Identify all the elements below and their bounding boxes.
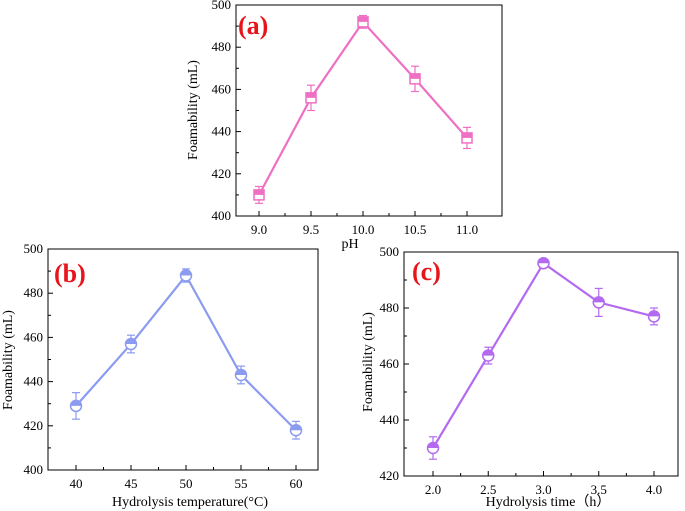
axes-a: 400 420 440 460 480 500 9.0 9.5 10.0 10.5 11.0 xyxy=(212,0,479,237)
x-tick-label-a: 9.0 xyxy=(251,222,267,237)
x-tick-label-b: 60 xyxy=(290,476,303,491)
x-tick-label-b: 45 xyxy=(125,476,138,491)
axes-b: 400 420 440 460 480 500 40 45 50 55 60 xyxy=(24,241,303,491)
y-tick-label-a: 500 xyxy=(212,0,232,12)
x-tick-label-a: 10.5 xyxy=(404,222,427,237)
y-tick-label-b: 500 xyxy=(24,241,44,256)
y-tick-label-a: 400 xyxy=(212,208,232,223)
panel-label-a: (a) xyxy=(238,11,268,40)
x-tick-label-c: 2.5 xyxy=(480,482,496,497)
y-tick-label-c: 420 xyxy=(380,468,400,483)
x-tick-label-a: 11.0 xyxy=(456,222,478,237)
y-axis-label-c: Foamability (mL) xyxy=(361,312,376,412)
chart-c: (c) Hydrolysis time（h） Foamability (mL) … xyxy=(361,244,679,510)
y-axis-label-b: Foamability (mL) xyxy=(1,310,16,410)
y-tick-label-b: 400 xyxy=(24,462,44,477)
y-tick-label-b: 480 xyxy=(24,285,44,300)
y-tick-label-b: 420 xyxy=(24,418,44,433)
x-tick-label-b: 40 xyxy=(70,476,83,491)
chart-b: (b) Hydrolysis temperature(°C) Foamabili… xyxy=(1,241,319,510)
series-b xyxy=(69,268,303,440)
chart-a: (a) pH Foamability (mL) 400 420 440 460 480 5… xyxy=(186,0,503,252)
data-point-fill-b xyxy=(125,338,137,345)
data-point-fill-c xyxy=(648,310,660,317)
x-axis-label-c: Hydrolysis time（h） xyxy=(486,494,611,510)
panel-label-b: (b) xyxy=(54,259,86,288)
series-line-b xyxy=(75,273,297,431)
data-point-fill-b xyxy=(290,424,302,431)
series-line-c xyxy=(432,261,655,449)
y-tick-label-b: 460 xyxy=(24,329,44,344)
y-tick-label-a: 460 xyxy=(212,81,232,96)
x-tick-label-c: 3.5 xyxy=(591,482,607,497)
data-point-fill-a xyxy=(358,16,368,22)
y-tick-label-a: 440 xyxy=(212,124,232,139)
y-tick-label-a: 480 xyxy=(212,39,232,54)
y-tick-label-c: 440 xyxy=(380,412,400,427)
series-line-a xyxy=(258,20,468,196)
series-c xyxy=(426,256,661,460)
axes-c: 420 440 460 480 500 2.0 2.5 3.0 3.5 4.0 xyxy=(380,244,663,497)
panel-label-c: (c) xyxy=(412,257,441,286)
x-tick-label-b: 50 xyxy=(180,476,193,491)
x-tick-label-b: 55 xyxy=(235,476,248,491)
data-point-fill-c xyxy=(538,257,549,264)
data-point-fill-a xyxy=(410,73,420,79)
x-tick-label-a: 9.5 xyxy=(303,222,319,237)
data-point-fill-b xyxy=(235,369,247,375)
data-point-fill-c xyxy=(593,296,605,303)
x-tick-label-c: 3.0 xyxy=(535,482,551,497)
x-tick-label-c: 2.0 xyxy=(425,482,441,497)
series-a xyxy=(253,14,473,204)
data-point-fill-a xyxy=(462,132,472,138)
data-point-fill-b xyxy=(70,400,82,406)
plot-frame-a xyxy=(235,4,503,217)
y-tick-label-c: 460 xyxy=(380,356,400,371)
x-axis-label-b: Hydrolysis temperature(°C) xyxy=(112,495,268,510)
data-point-fill-c xyxy=(482,350,494,356)
data-point-fill-c xyxy=(427,442,439,448)
plot-frame-c xyxy=(403,251,679,477)
data-point-fill-a xyxy=(306,92,316,98)
data-point-fill-a xyxy=(254,189,264,195)
y-tick-label-c: 480 xyxy=(380,300,400,315)
y-tick-label-c: 500 xyxy=(380,244,400,259)
x-tick-label-c: 4.0 xyxy=(646,482,662,497)
x-tick-label-a: 10.0 xyxy=(352,222,375,237)
x-axis-label-a: pH xyxy=(341,237,358,252)
y-tick-label-b: 440 xyxy=(24,374,44,389)
y-tick-label-a: 420 xyxy=(212,166,232,181)
data-point-fill-b xyxy=(180,270,192,276)
y-axis-label-a: Foamability (mL) xyxy=(186,60,201,160)
